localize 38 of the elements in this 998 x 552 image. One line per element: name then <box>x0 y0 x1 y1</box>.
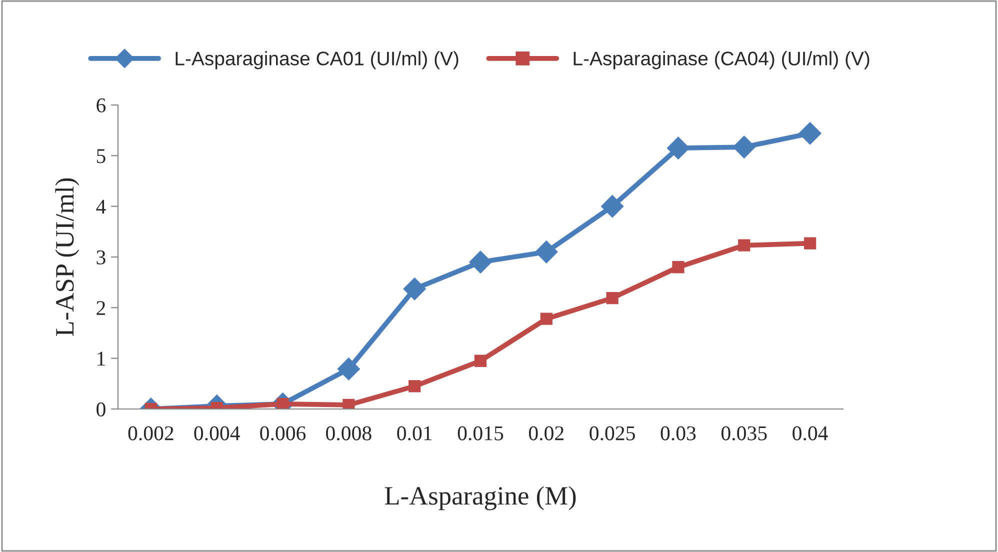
legend-label: L-Asparaginase (CA04) (UI/ml) (V) <box>574 51 870 70</box>
y-tick-label: 0 <box>96 402 106 416</box>
x-tick-label: 0.004 <box>194 426 240 440</box>
point <box>804 237 816 250</box>
point <box>606 292 618 304</box>
point <box>672 261 684 274</box>
x-tick-label: 0.04 <box>792 426 828 440</box>
x-tick-label: 0.025 <box>590 426 635 440</box>
point <box>403 278 426 300</box>
legend-label: L-Asparaginase CA01 (UI/ml) (V) <box>176 51 458 70</box>
y-tick-label: 2 <box>96 301 106 315</box>
y-tick-label: 5 <box>96 149 106 164</box>
x-axis-title: L-Asparagine (M) <box>384 486 576 510</box>
point <box>666 136 690 160</box>
y-axis-title: L-ASP (UI/ml) <box>55 178 80 336</box>
x-tick-label: 0.03 <box>660 426 696 440</box>
point <box>798 122 822 145</box>
x-tick-label: 0.02 <box>528 426 564 440</box>
x-tick-label: 0.002 <box>128 426 174 440</box>
point <box>474 354 487 367</box>
point <box>738 239 750 252</box>
y-tick-label: 3 <box>96 250 106 264</box>
point <box>337 358 360 380</box>
x-tick-label: 0.008 <box>326 426 372 440</box>
x-tick-label: 0.01 <box>397 426 432 440</box>
point <box>342 398 355 409</box>
point <box>535 240 558 264</box>
point <box>408 380 421 392</box>
point <box>732 136 756 158</box>
point <box>469 250 492 274</box>
point <box>600 195 624 218</box>
x-tick-label: 0.015 <box>458 426 504 440</box>
point <box>540 312 552 325</box>
y-tick-label: 4 <box>96 200 106 214</box>
x-tick-label: 0.035 <box>721 426 767 440</box>
y-tick-label: 1 <box>98 352 105 366</box>
x-tick-label: 0.006 <box>260 426 306 440</box>
y-tick-label: 6 <box>96 98 106 112</box>
